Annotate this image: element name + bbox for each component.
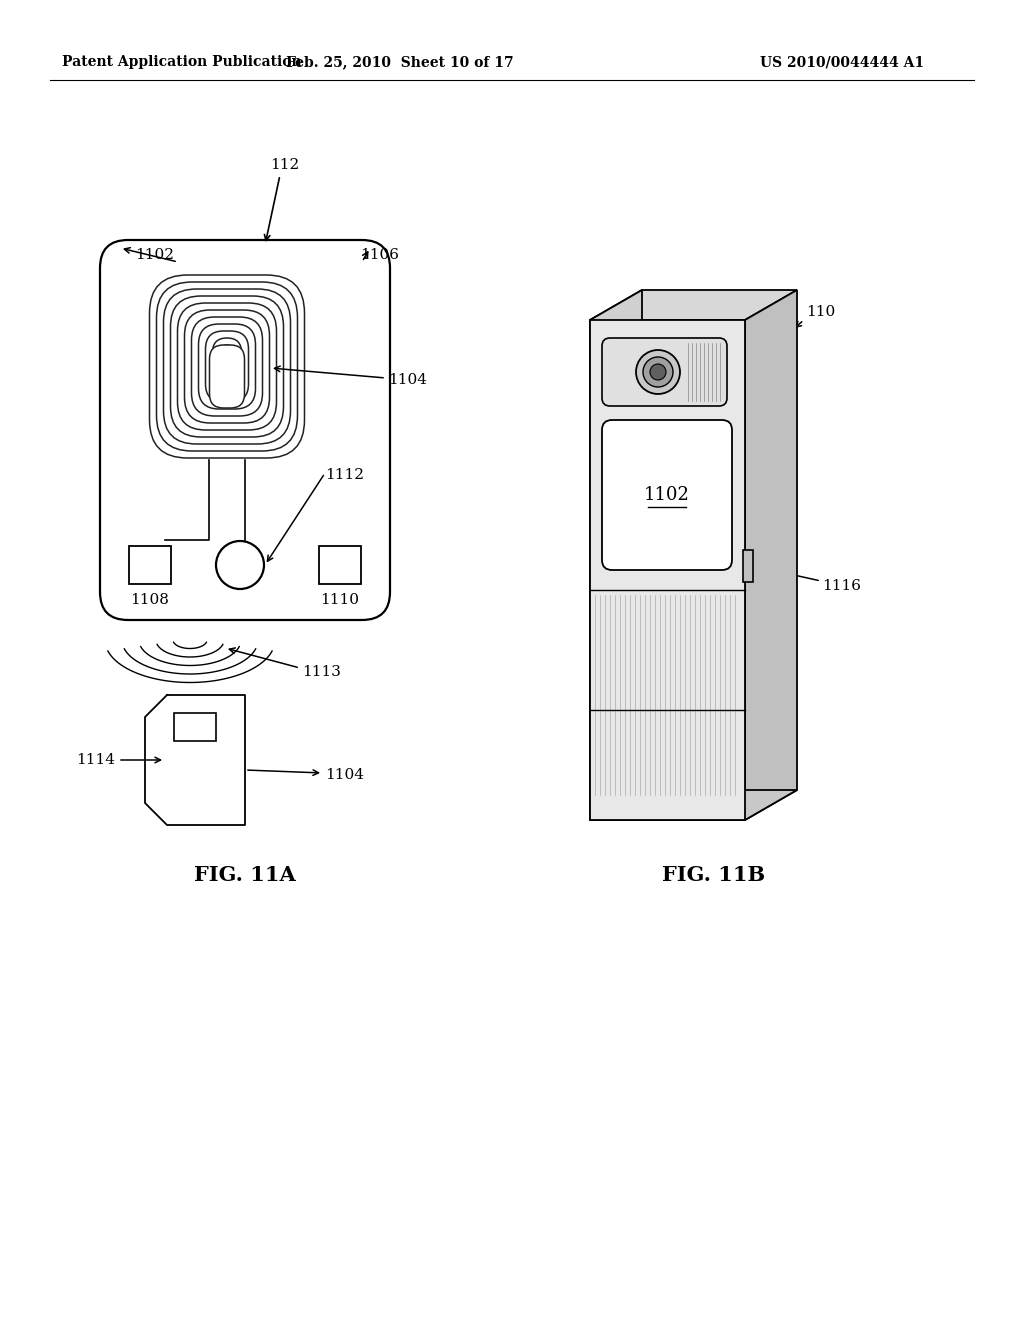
Polygon shape <box>745 290 797 820</box>
Text: 112: 112 <box>270 158 300 172</box>
Text: 1116: 1116 <box>822 579 861 593</box>
FancyBboxPatch shape <box>210 345 245 408</box>
Text: 1104: 1104 <box>325 768 364 781</box>
Text: Feb. 25, 2010  Sheet 10 of 17: Feb. 25, 2010 Sheet 10 of 17 <box>286 55 514 69</box>
Text: 1102: 1102 <box>644 486 690 504</box>
Text: 1102: 1102 <box>135 248 174 261</box>
Bar <box>319 546 361 583</box>
Text: 110: 110 <box>806 305 836 319</box>
Text: 1108: 1108 <box>131 593 169 607</box>
Text: 1104: 1104 <box>388 374 427 387</box>
Bar <box>129 546 171 583</box>
Circle shape <box>643 356 673 387</box>
Circle shape <box>650 364 666 380</box>
Bar <box>174 713 216 741</box>
Circle shape <box>216 541 264 589</box>
Polygon shape <box>590 290 797 319</box>
Text: US 2010/0044444 A1: US 2010/0044444 A1 <box>760 55 924 69</box>
Text: 1110: 1110 <box>321 593 359 607</box>
FancyBboxPatch shape <box>602 420 732 570</box>
Polygon shape <box>590 789 797 820</box>
Bar <box>743 550 753 582</box>
Circle shape <box>636 350 680 393</box>
Text: Patent Application Publication: Patent Application Publication <box>62 55 302 69</box>
FancyBboxPatch shape <box>602 338 727 407</box>
Text: 1112: 1112 <box>325 469 364 482</box>
FancyBboxPatch shape <box>100 240 390 620</box>
Polygon shape <box>590 290 642 820</box>
Text: FIG. 11A: FIG. 11A <box>195 865 296 884</box>
Text: 1114: 1114 <box>76 752 115 767</box>
Text: 1106: 1106 <box>360 248 399 261</box>
Text: 1113: 1113 <box>302 665 341 678</box>
Text: FIG. 11B: FIG. 11B <box>662 865 765 884</box>
Polygon shape <box>590 319 745 820</box>
